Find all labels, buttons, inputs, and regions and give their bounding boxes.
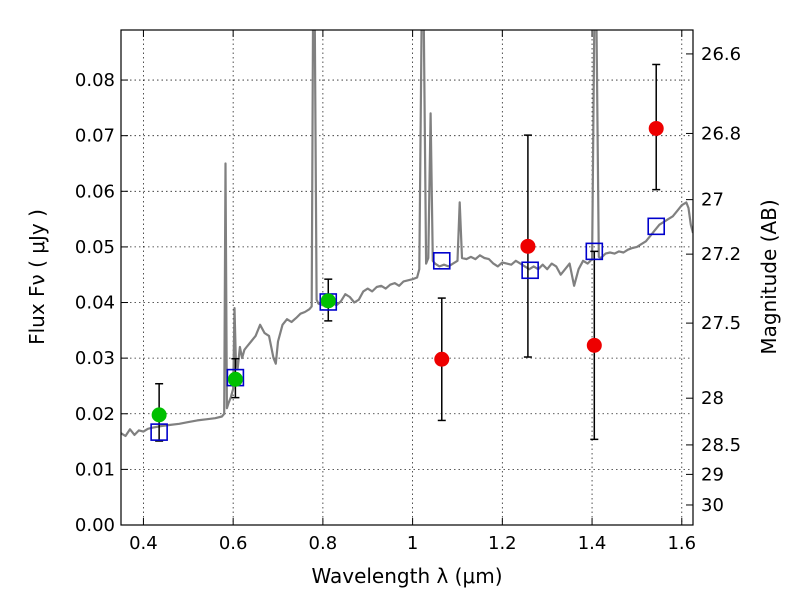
y-tick-label: 0.05 — [75, 237, 115, 258]
x-tick-label: 1 — [407, 533, 418, 554]
x-tick-label: 1.4 — [578, 533, 607, 554]
y-tick-label: 0.06 — [75, 181, 115, 202]
y-tick-label: 0.00 — [75, 515, 115, 536]
red-data-point — [648, 120, 664, 136]
grid-lines — [121, 30, 693, 525]
right-axis-label: Magnitude (AB) — [757, 199, 781, 354]
y-tick-label: 0.07 — [75, 126, 115, 147]
data-markers — [150, 120, 666, 441]
right-tick-label: 28.5 — [701, 435, 741, 456]
axis-ticks: 0.4 0.6 0.8 1 1.2 1.4 1.6 0.00 0.01 0.02 0.03 0.04 0… — [75, 30, 741, 554]
template-spectrum — [121, 30, 693, 438]
x-axis-label: Wavelength λ (μm) — [311, 564, 502, 588]
model-square-point — [647, 217, 666, 236]
right-tick-label: 27.2 — [701, 244, 741, 265]
red-data-point — [520, 238, 536, 254]
y-tick-label: 0.08 — [75, 70, 115, 91]
x-tick-label: 0.6 — [219, 533, 248, 554]
right-tick-label: 30 — [701, 495, 724, 516]
green-data-point — [227, 371, 243, 387]
y-tick-label: 0.03 — [75, 348, 115, 369]
green-data-point — [151, 407, 167, 423]
x-tick-label: 1.2 — [488, 533, 517, 554]
model-square-point — [432, 252, 451, 270]
y-tick-label: 0.02 — [75, 404, 115, 425]
x-tick-label: 0.8 — [309, 533, 338, 554]
model-square-point — [150, 423, 168, 441]
y-tick-label: 0.01 — [75, 459, 115, 480]
red-data-point — [434, 351, 450, 367]
y-axis-label: Flux Fν ( μJy ) — [25, 209, 49, 345]
plot-frame — [120, 29, 694, 526]
spectrum-line — [121, 30, 693, 438]
right-tick-label: 27.5 — [701, 313, 741, 334]
y-tick-label: 0.04 — [75, 293, 115, 314]
x-tick-label: 1.6 — [667, 533, 696, 554]
plot-background — [121, 30, 693, 525]
green-data-point — [320, 293, 336, 309]
error-bars — [155, 63, 661, 442]
model-square-point — [585, 242, 604, 261]
right-tick-label: 28 — [701, 388, 724, 409]
right-tick-label: 26.8 — [701, 123, 741, 144]
right-tick-label: 27 — [701, 190, 724, 211]
red-data-point — [586, 337, 602, 353]
model-square-point — [521, 261, 539, 280]
right-tick-label: 29 — [701, 464, 724, 485]
x-tick-label: 0.4 — [129, 533, 158, 554]
right-tick-label: 26.6 — [701, 44, 741, 65]
